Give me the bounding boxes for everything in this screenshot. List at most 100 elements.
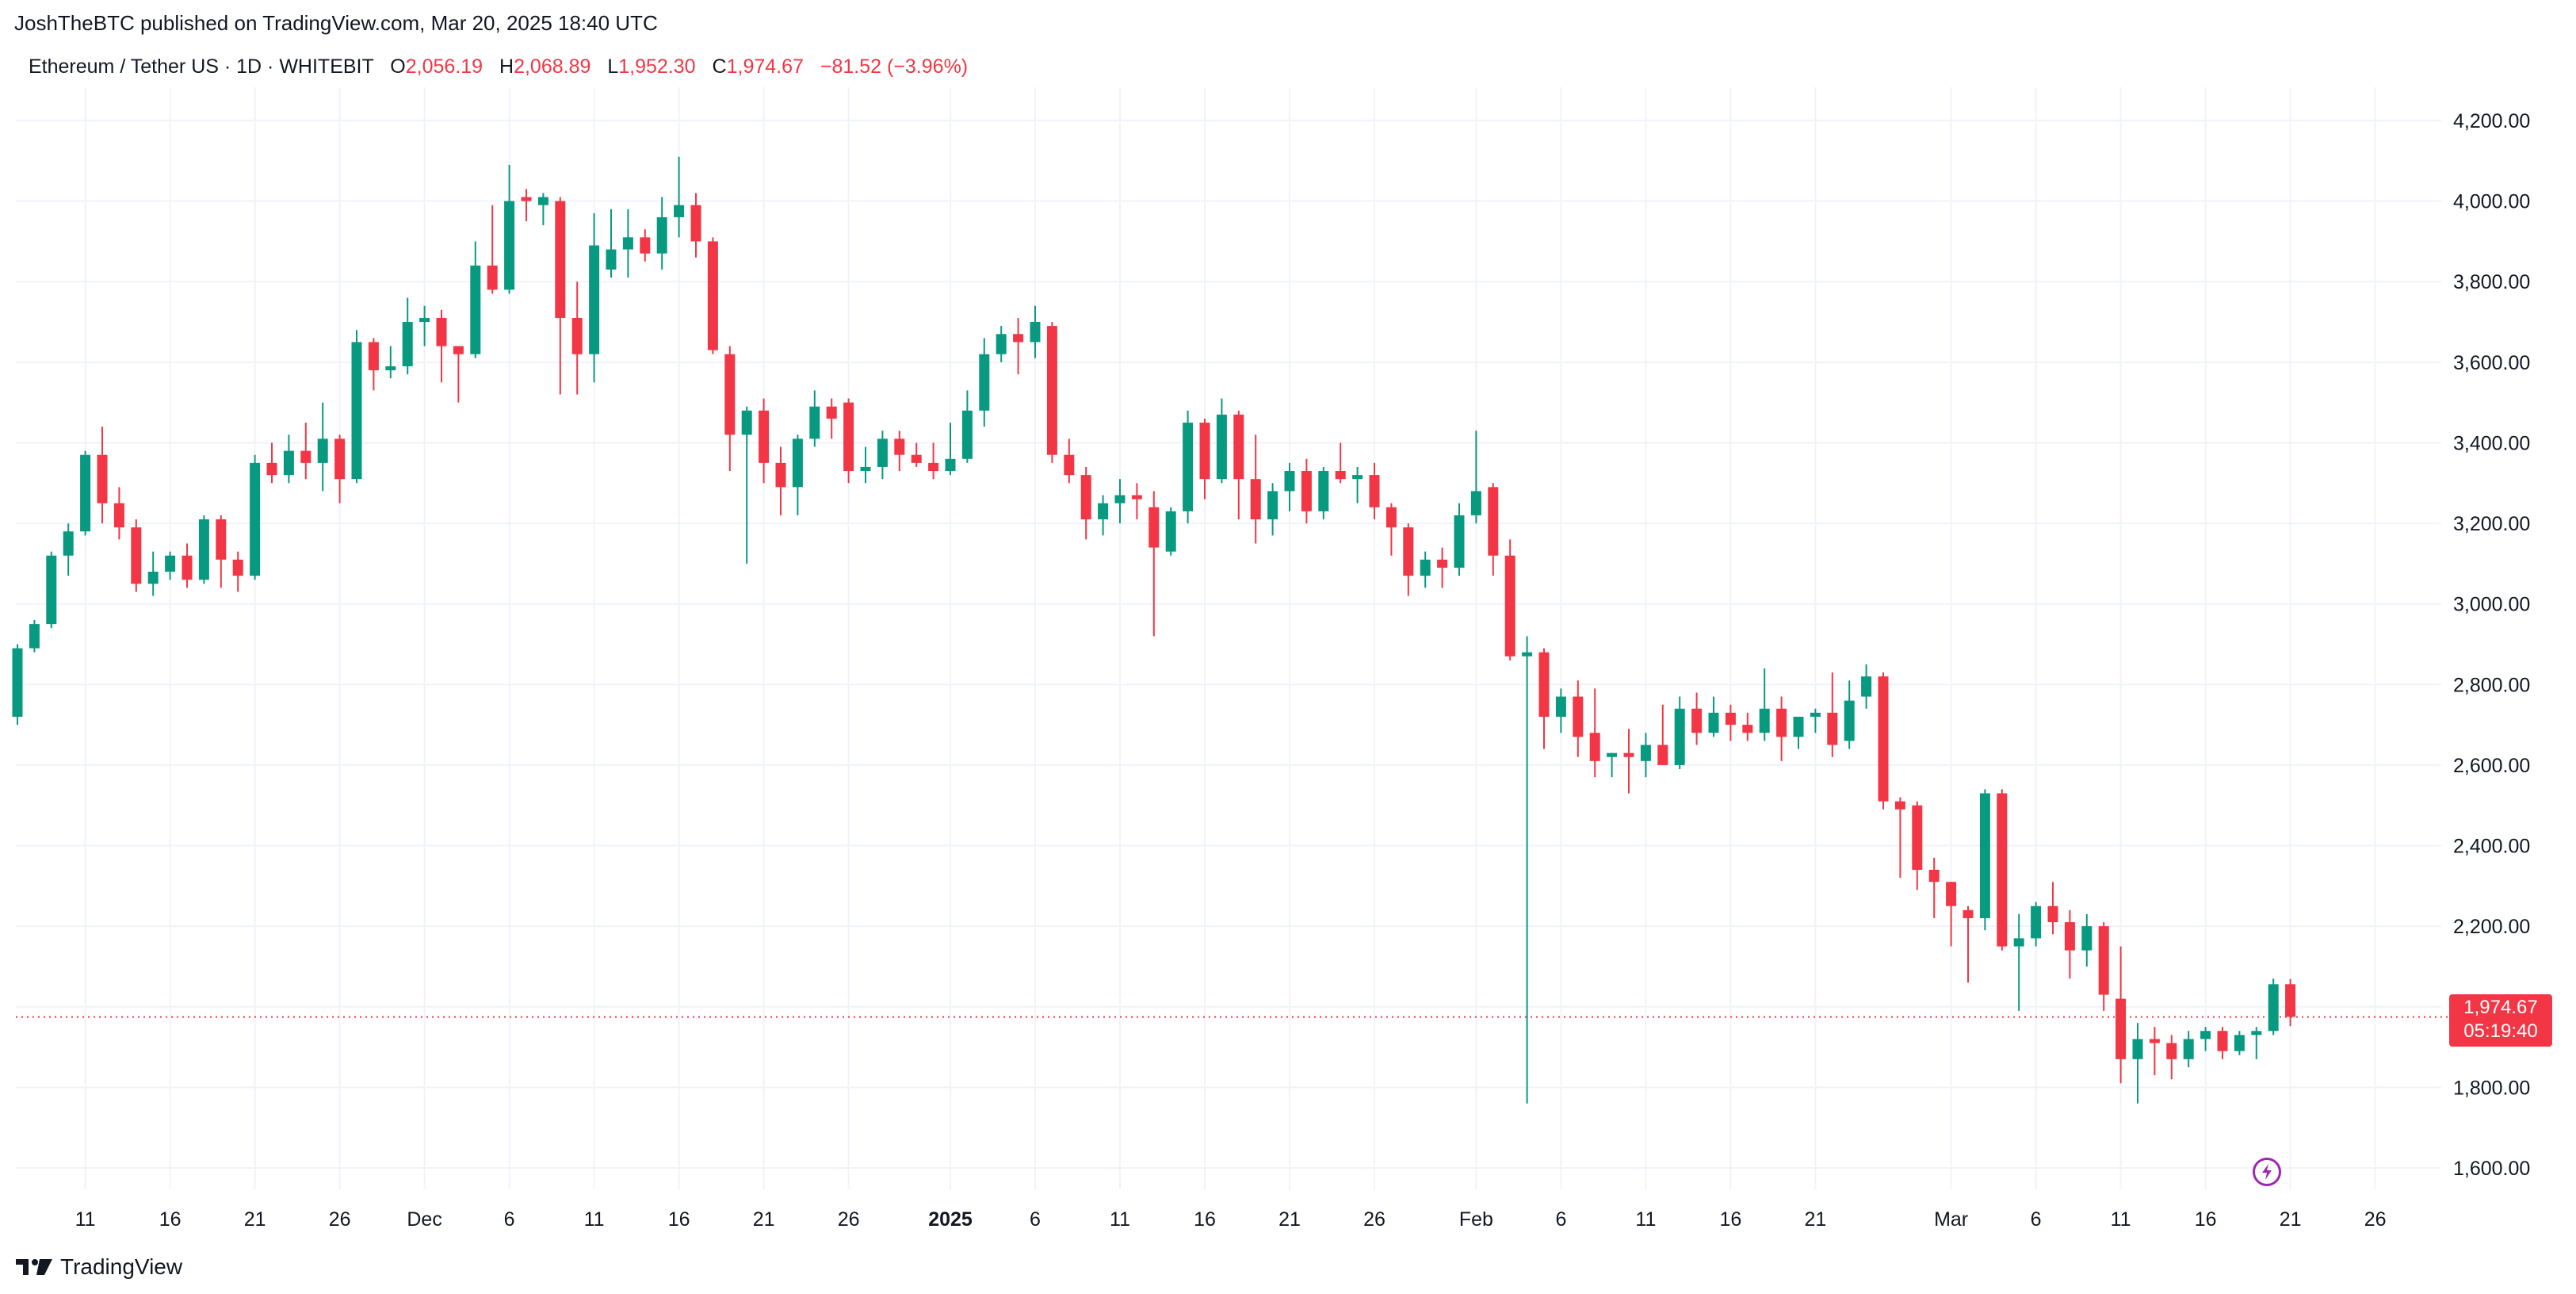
candle	[80, 450, 91, 536]
candle-body	[1844, 700, 1855, 741]
candle-body	[2098, 926, 2109, 995]
candle-body	[945, 458, 956, 472]
candle-body	[29, 624, 40, 649]
candle-body	[1369, 475, 1380, 507]
candle-body	[1470, 491, 1481, 515]
candle-body	[1657, 745, 1668, 765]
candle	[843, 398, 854, 484]
candle-body	[1098, 503, 1109, 519]
candle	[640, 229, 651, 262]
x-tick-label: 11	[1635, 1208, 1656, 1231]
candle-body	[12, 648, 23, 717]
candle-body	[131, 527, 142, 584]
candle-body	[2115, 998, 2127, 1059]
candlestick-chart[interactable]: 1,600.001,800.002,000.002,200.002,400.00…	[0, 0, 2576, 1237]
tradingview-logo[interactable]: TradingView	[16, 1254, 182, 1280]
candle	[300, 423, 311, 480]
last-price-tag: 1,974.67 05:19:40	[2449, 994, 2552, 1047]
candle	[2251, 1027, 2262, 1059]
candle	[1589, 688, 1600, 778]
high-label: H	[499, 56, 514, 78]
publisher-line: JoshTheBTC published on TradingView.com,…	[14, 11, 658, 35]
candle	[1979, 789, 1990, 931]
candle-body	[283, 450, 294, 476]
candle-body	[656, 216, 667, 254]
candle-body	[555, 201, 566, 318]
candle	[809, 390, 820, 447]
candle-body	[2031, 905, 2042, 939]
candle	[1046, 322, 1057, 463]
candle-body	[487, 265, 498, 290]
lightning-icon	[2262, 1164, 2272, 1180]
candle	[1064, 438, 1075, 484]
y-tick-label: 1,800.00	[2453, 1077, 2530, 1099]
candle	[1216, 398, 1227, 484]
candle	[1385, 503, 1397, 556]
candle-body	[640, 237, 651, 254]
candle	[674, 156, 685, 238]
x-tick-label: 6	[2031, 1208, 2042, 1231]
candle	[1657, 704, 1668, 765]
candle	[1183, 410, 1194, 524]
candle-body	[1607, 752, 1618, 757]
candle-body	[1284, 471, 1295, 492]
candle	[283, 435, 294, 484]
candle-body	[911, 454, 922, 463]
candle	[1894, 797, 1905, 879]
candle-body	[147, 572, 159, 584]
candle	[113, 487, 124, 540]
candle-body	[1912, 805, 1923, 871]
candle-body	[368, 342, 379, 371]
candle-body	[1420, 559, 1431, 576]
candle	[1148, 491, 1160, 637]
candle	[1470, 431, 1481, 524]
candle-body	[741, 410, 752, 435]
candle-body	[521, 197, 532, 201]
candle	[250, 454, 261, 580]
candle-body	[1742, 725, 1753, 733]
candle-body	[46, 555, 57, 625]
candle	[97, 427, 108, 524]
candle	[1030, 305, 1041, 358]
candle-body	[2064, 922, 2075, 951]
y-tick-label: 2,800.00	[2453, 674, 2530, 696]
candle-body	[2081, 926, 2093, 951]
y-tick-label: 4,000.00	[2453, 191, 2530, 213]
candle-body	[1573, 696, 1584, 737]
candle-body	[300, 450, 311, 463]
candle	[165, 551, 176, 580]
candle-body	[690, 205, 701, 242]
x-tick-label: 2025	[928, 1208, 973, 1231]
candle	[334, 435, 346, 503]
candle-body	[1878, 676, 1889, 802]
y-tick-label: 3,400.00	[2453, 432, 2530, 454]
candle	[1013, 317, 1024, 375]
y-tick-label: 2,400.00	[2453, 836, 2530, 858]
candle	[1165, 507, 1176, 556]
candle	[707, 237, 718, 354]
candle	[2132, 1023, 2143, 1104]
candle	[537, 193, 548, 226]
candle	[1912, 801, 1923, 890]
candle-body	[470, 265, 481, 354]
candle-body	[1555, 696, 1566, 717]
alert-bolt-icon[interactable]	[2253, 1158, 2281, 1186]
candle	[436, 309, 447, 383]
candle-body	[775, 462, 786, 488]
candle-body	[1131, 495, 1142, 500]
candle-body	[1437, 559, 1448, 568]
candle-body	[317, 438, 328, 463]
candle	[1352, 466, 1363, 503]
candle	[2115, 946, 2127, 1084]
x-tick-label: 21	[2280, 1208, 2302, 1231]
candle-body	[1216, 414, 1227, 480]
candle	[589, 212, 600, 383]
candle-body	[80, 454, 91, 532]
symbol-title[interactable]: Ethereum / Tether US · 1D · WHITEBIT	[29, 56, 374, 78]
x-tick-label: 26	[2364, 1208, 2387, 1231]
candle-body	[2268, 984, 2279, 1032]
candle	[656, 197, 667, 270]
x-tick-label: 21	[1804, 1208, 1826, 1231]
candle-body	[232, 559, 243, 576]
candle-body	[165, 555, 176, 572]
